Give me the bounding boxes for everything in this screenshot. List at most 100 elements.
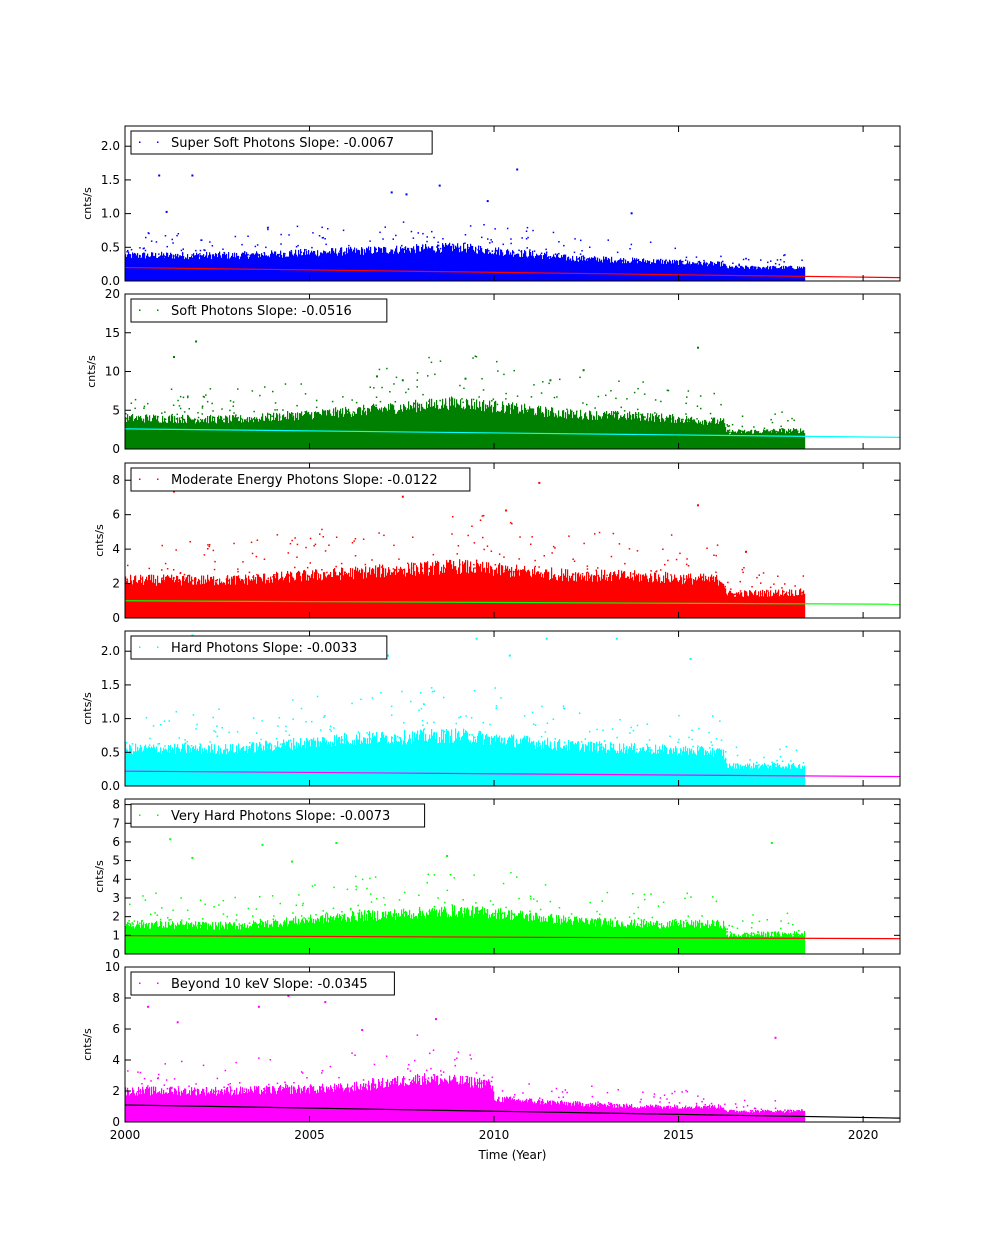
data-column (336, 253, 338, 281)
data-column (373, 737, 375, 786)
data-column (624, 926, 626, 954)
data-column (163, 574, 165, 618)
data-column (235, 415, 237, 449)
data-column (599, 577, 601, 618)
data-column (347, 916, 349, 954)
data-point (198, 255, 200, 257)
data-column (134, 576, 136, 618)
data-point (419, 734, 421, 736)
data-column (704, 581, 706, 618)
data-column (801, 266, 803, 281)
data-column (684, 927, 686, 954)
data-point (302, 902, 304, 905)
data-column (396, 913, 398, 954)
data-column (487, 736, 489, 786)
data-point (756, 576, 758, 579)
data-column (502, 743, 504, 786)
data-column (556, 750, 558, 786)
data-column (152, 1094, 154, 1122)
data-point (283, 921, 286, 924)
data-column (588, 741, 590, 786)
data-column (250, 925, 252, 954)
data-column (759, 596, 761, 618)
data-point (322, 536, 324, 538)
data-column (536, 912, 538, 954)
data-column (220, 921, 222, 954)
data-point (722, 260, 724, 263)
data-column (407, 915, 409, 954)
data-column (133, 925, 135, 954)
data-column (251, 579, 253, 618)
data-column (399, 251, 401, 281)
data-point (177, 579, 180, 582)
data-column (514, 746, 516, 786)
data-point (494, 228, 496, 230)
data-column (749, 763, 751, 786)
data-column (784, 429, 786, 449)
data-column (666, 747, 668, 786)
data-column (803, 767, 805, 786)
data-column (288, 256, 290, 281)
data-column (752, 935, 754, 954)
data-column (430, 248, 432, 281)
data-column (254, 579, 256, 618)
data-column (597, 257, 599, 281)
data-point (776, 934, 779, 936)
data-column (415, 399, 417, 449)
data-column (768, 431, 770, 449)
data-column (357, 567, 359, 618)
data-column (702, 746, 704, 786)
data-point (771, 761, 773, 764)
data-column (311, 738, 313, 786)
data-point (144, 249, 147, 252)
data-column (514, 576, 516, 618)
data-point (757, 931, 759, 934)
data-point (156, 924, 158, 926)
data-column (159, 422, 161, 449)
data-column (771, 596, 773, 618)
data-point (743, 567, 745, 569)
data-column (788, 933, 790, 954)
data-column (453, 405, 455, 449)
data-column (557, 253, 559, 281)
data-column (390, 575, 392, 618)
data-column (262, 581, 264, 618)
data-column (405, 576, 407, 618)
data-column (166, 422, 168, 449)
data-point (292, 412, 294, 415)
data-column (316, 746, 318, 786)
data-column (175, 754, 177, 786)
data-column (483, 568, 485, 618)
data-column (444, 404, 446, 449)
data-point (730, 267, 732, 269)
data-column (165, 576, 167, 618)
data-column (572, 924, 574, 954)
data-column (223, 926, 225, 954)
data-column (150, 748, 152, 786)
data-column (702, 580, 704, 618)
data-column (160, 920, 162, 954)
data-column (385, 735, 387, 786)
data-point (727, 581, 729, 584)
data-column (779, 268, 781, 281)
data-point (760, 582, 762, 584)
data-column (126, 422, 128, 449)
data-column (681, 924, 683, 954)
data-column (310, 914, 312, 954)
data-point (643, 918, 646, 921)
data-column (500, 411, 502, 449)
data-column (500, 908, 502, 954)
data-column (587, 581, 589, 618)
data-column (172, 1091, 174, 1122)
data-column (243, 252, 245, 281)
data-point (562, 707, 565, 710)
data-point (400, 248, 403, 251)
data-column (390, 251, 392, 281)
data-column (459, 252, 461, 281)
data-column (191, 752, 193, 786)
data-column (462, 251, 464, 281)
data-point (474, 355, 477, 357)
data-point (483, 548, 485, 551)
data-column (161, 754, 163, 786)
data-column (249, 926, 251, 954)
